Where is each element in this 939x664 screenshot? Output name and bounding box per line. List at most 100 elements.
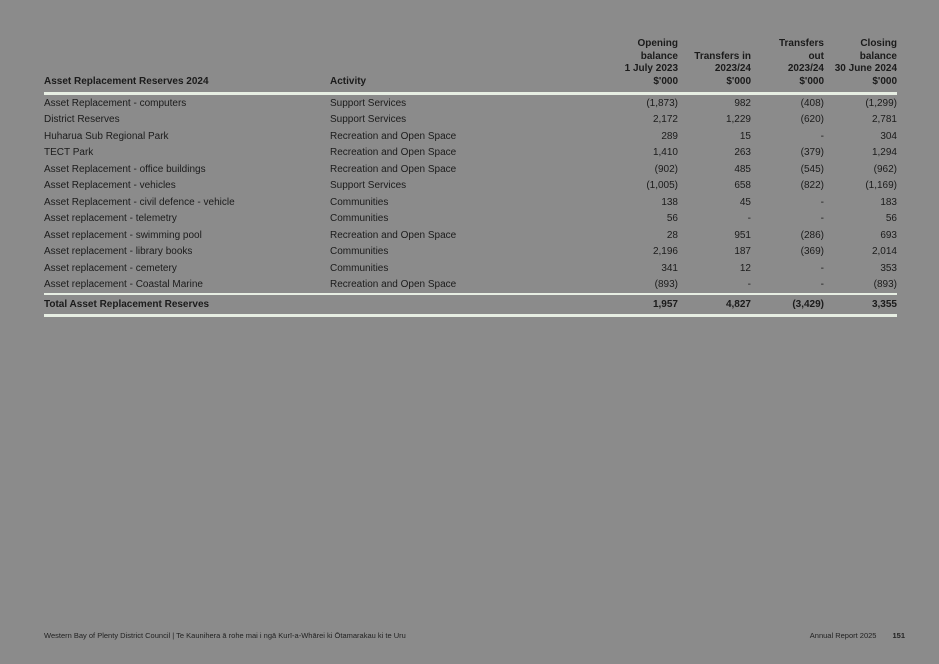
transfers-in-cell: 15 [739, 130, 751, 142]
table-row: TECT Park Recreation and Open Space 1,410 2… [44, 145, 897, 162]
table-header: Asset Replacement Reserves 2024 Activity… [44, 38, 897, 95]
opening-balance-cell: (893) [654, 279, 678, 291]
reserve-name-cell: Asset replacement - swimming pool [44, 229, 202, 241]
table-row: Asset Replacement - office buildings Recr… [44, 161, 897, 178]
closing-balance-cell: (1,299) [865, 97, 897, 109]
transfers-out-cell: - [820, 279, 824, 291]
activity-cell: Recreation and Open Space [330, 229, 457, 241]
reserve-name-cell: TECT Park [44, 147, 94, 159]
transfers-out-cell: (545) [800, 163, 824, 175]
closing-balance-cell: 304 [880, 130, 897, 142]
total-label-cell: Total Asset Replacement Reserves [44, 293, 560, 317]
transfers-out-cell: - [820, 130, 824, 142]
opening-balance-cell: (902) [654, 163, 678, 175]
transfers-in-cell: 12 [739, 262, 751, 274]
transfers-out-cell: (379) [800, 147, 824, 159]
activity-cell: Communities [330, 213, 389, 225]
footer-council-name: Western Bay of Plenty District Council |… [44, 631, 406, 640]
transfers-out-cell: - [820, 213, 824, 225]
reserve-name-cell: Asset replacement - Coastal Marine [44, 279, 203, 291]
transfers-in-cell: 263 [734, 147, 751, 159]
transfers-out-cell: - [820, 196, 824, 208]
activity-cell: Support Services [330, 97, 407, 109]
reserve-name-cell: Asset Replacement - office buildings [44, 163, 206, 175]
reserve-name-cell: Asset replacement - telemetry [44, 213, 177, 225]
footer-right-group: Annual Report 2025 151 [810, 631, 905, 640]
table-header-row: Asset Replacement Reserves 2024 Activity… [44, 38, 897, 95]
activity-cell: Communities [330, 196, 389, 208]
transfers-in-cell: - [747, 213, 751, 225]
transfers-in-cell: 951 [734, 229, 751, 241]
transfers-in-cell: - [747, 279, 751, 291]
table-row: Asset replacement - telemetry Communities… [44, 211, 897, 228]
transfers-in-cell: 187 [734, 246, 751, 258]
total-closing-balance-cell: 3,355 [824, 293, 897, 317]
activity-cell: Recreation and Open Space [330, 147, 457, 159]
activity-cell: Support Services [330, 114, 407, 126]
closing-balance-cell: 353 [880, 262, 897, 274]
table-footer: Total Asset Replacement Reserves 1,957 4… [44, 293, 897, 317]
table-row: Asset Replacement - vehicles Support Serv… [44, 178, 897, 195]
activity-cell: Recreation and Open Space [330, 130, 457, 142]
total-row: Total Asset Replacement Reserves 1,957 4… [44, 293, 897, 317]
table-row: Asset replacement - library books Communi… [44, 244, 897, 261]
opening-balance-cell: (1,005) [646, 180, 678, 192]
activity-cell: Support Services [330, 180, 407, 192]
transfers-out-cell: (286) [800, 229, 824, 241]
column-header-transfers-out: Transfers out 2023/24 $'000 [751, 38, 824, 95]
closing-balance-cell: (1,169) [865, 180, 897, 192]
transfers-in-cell: 45 [739, 196, 751, 208]
total-opening-balance-cell: 1,957 [560, 293, 678, 317]
activity-cell: Communities [330, 262, 389, 274]
transfers-in-cell: 1,229 [725, 114, 751, 126]
asset-replacement-reserves-table: Asset Replacement Reserves 2024 Activity… [44, 38, 897, 317]
transfers-in-cell: 982 [734, 97, 751, 109]
activity-cell: Recreation and Open Space [330, 279, 457, 291]
closing-balance-cell: 2,781 [871, 114, 897, 126]
total-transfers-out-cell: (3,429) [751, 293, 824, 317]
column-header-closing-balance: Closing balance 30 June 2024 $'000 [824, 38, 897, 95]
table-row: Huharua Sub Regional Park Recreation and … [44, 128, 897, 145]
closing-balance-cell: 1,294 [871, 147, 897, 159]
column-header-reserve-name: Asset Replacement Reserves 2024 [44, 38, 330, 95]
closing-balance-cell: (962) [873, 163, 897, 175]
transfers-in-cell: 658 [734, 180, 751, 192]
opening-balance-cell: 289 [661, 130, 678, 142]
transfers-in-cell: 485 [734, 163, 751, 175]
footer-report-title: Annual Report 2025 [809, 631, 877, 640]
opening-balance-cell: 1,410 [652, 147, 678, 159]
opening-balance-cell: 2,172 [652, 114, 678, 126]
transfers-out-cell: (408) [800, 97, 824, 109]
closing-balance-cell: 183 [880, 196, 897, 208]
table-row: Asset replacement - cemetery Communities 3… [44, 260, 897, 277]
transfers-out-cell: (822) [800, 180, 824, 192]
transfers-out-cell: - [820, 262, 824, 274]
opening-balance-cell: 341 [661, 262, 678, 274]
table-row: Asset Replacement - civil defence - vehi… [44, 194, 897, 211]
table-row: Asset Replacement - computers Support Ser… [44, 94, 897, 112]
opening-balance-cell: 2,196 [652, 246, 678, 258]
column-header-activity: Activity [330, 38, 560, 95]
reserve-name-cell: Huharua Sub Regional Park [44, 130, 169, 142]
reserve-name-cell: Asset replacement - library books [44, 246, 193, 258]
column-header-opening-balance: Opening balance 1 July 2023 $'000 [560, 38, 678, 95]
opening-balance-cell: 138 [661, 196, 678, 208]
closing-balance-cell: 56 [885, 213, 897, 225]
page-number: 151 [892, 631, 905, 640]
reserve-name-cell: District Reserves [44, 114, 120, 126]
table-row: Asset replacement - Coastal Marine Recrea… [44, 277, 897, 295]
opening-balance-cell: (1,873) [646, 97, 678, 109]
reserve-name-cell: Asset Replacement - vehicles [44, 180, 176, 192]
activity-cell: Communities [330, 246, 389, 258]
closing-balance-cell: 693 [880, 229, 897, 241]
transfers-out-cell: (620) [800, 114, 824, 126]
table-row: Asset replacement - swimming pool Recreat… [44, 227, 897, 244]
closing-balance-cell: 2,014 [871, 246, 897, 258]
opening-balance-cell: 56 [666, 213, 678, 225]
reserve-name-cell: Asset replacement - cemetery [44, 262, 177, 274]
page-footer: Western Bay of Plenty District Council |… [44, 631, 905, 640]
reserve-name-cell: Asset Replacement - computers [44, 97, 187, 109]
reserve-name-cell: Asset Replacement - civil defence - vehi… [44, 196, 235, 208]
total-transfers-in-cell: 4,827 [678, 293, 751, 317]
